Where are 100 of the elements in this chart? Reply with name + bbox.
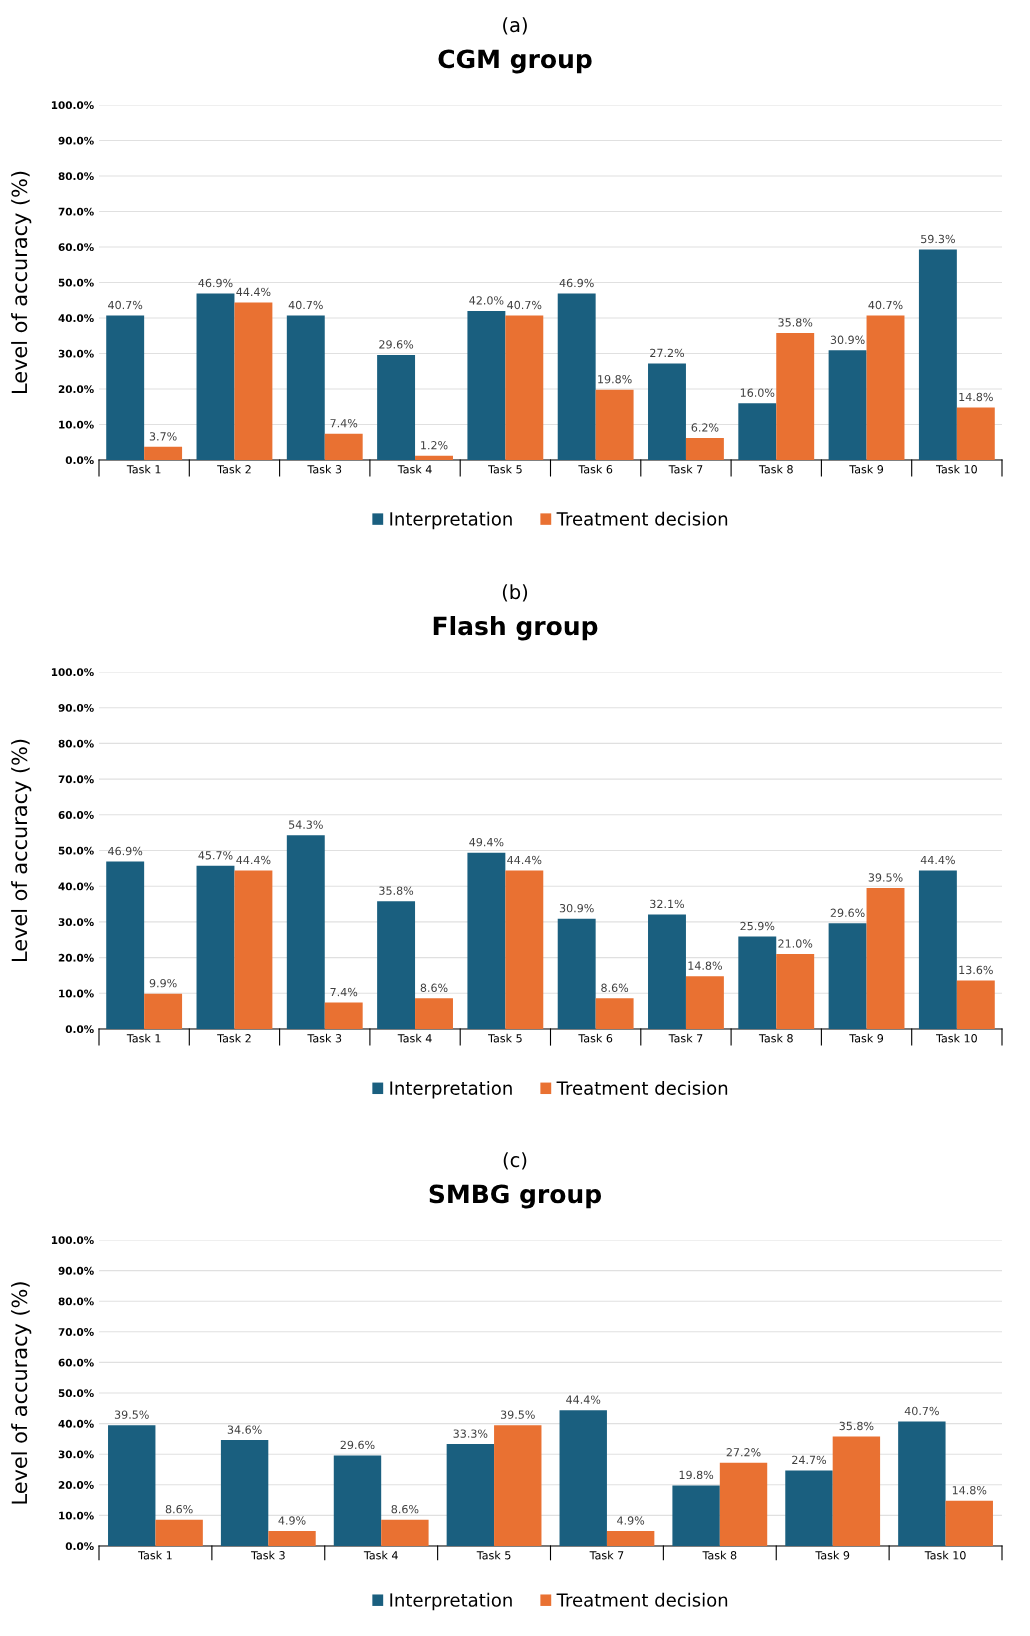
- bar: [776, 954, 815, 1029]
- bar: [898, 1421, 946, 1546]
- bar: [108, 1425, 156, 1546]
- y-tick-label: 100.0%: [51, 668, 94, 677]
- bar: [286, 315, 325, 460]
- text: 30.9%: [830, 335, 865, 344]
- text: 44.4%: [920, 855, 955, 865]
- text: 8.6%: [165, 1504, 193, 1514]
- text: 14.8%: [952, 1485, 987, 1495]
- text: 39.5%: [114, 1410, 149, 1419]
- y-tick-label: 40.0%: [58, 882, 94, 891]
- x-tick-label: Task 9: [849, 464, 884, 474]
- bar: [672, 1485, 720, 1546]
- text: 3.7%: [149, 432, 177, 441]
- x-tick-label: Task 6: [578, 464, 613, 474]
- text: 35.8%: [839, 1421, 874, 1431]
- text: 46.9%: [198, 278, 233, 288]
- bar: [719, 1462, 768, 1546]
- y-tick-label: 80.0%: [58, 1297, 94, 1306]
- y-tick-label: 90.0%: [58, 703, 94, 712]
- x-tick-label: Task 2: [217, 464, 251, 474]
- bar: [220, 1440, 269, 1546]
- x-tick-label: Task 7: [668, 464, 703, 474]
- y-tick-label: 50.0%: [58, 1389, 94, 1398]
- bar: [828, 923, 867, 1029]
- bar: [866, 315, 905, 460]
- text: 6.2%: [691, 423, 719, 432]
- chart-subtitle: (c): [503, 1152, 527, 1170]
- y-tick-label: 20.0%: [58, 953, 94, 962]
- y-tick-label: 10.0%: [59, 989, 94, 998]
- bar: [685, 437, 724, 460]
- text: 29.6%: [379, 340, 414, 349]
- bar: [648, 363, 686, 460]
- bar: [956, 980, 995, 1029]
- bar: [776, 332, 815, 460]
- text: 7.4%: [330, 419, 358, 428]
- chart-title: SMBG group: [429, 1184, 602, 1209]
- y-tick-label: 50.0%: [58, 846, 94, 855]
- bar: [467, 310, 506, 460]
- legend-label: Treatment decision: [556, 511, 728, 526]
- text: 4.9%: [278, 1516, 306, 1525]
- y-tick-label: 90.0%: [58, 136, 94, 145]
- text: 29.6%: [340, 1440, 375, 1450]
- text: 13.6%: [959, 965, 993, 975]
- legend-label: Interpretation: [390, 1080, 512, 1099]
- y-axis-title: Level of accuracy (%): [11, 171, 32, 393]
- legend-label: Treatment decision: [556, 1080, 728, 1095]
- text: 14.8%: [959, 392, 993, 402]
- y-tick-label: 70.0%: [58, 1328, 94, 1336]
- bar: [828, 350, 867, 460]
- bar: [268, 1531, 316, 1546]
- y-tick-label: 30.0%: [58, 918, 94, 927]
- y-axis-title: Level of accuracy (%): [11, 1282, 32, 1504]
- bar: [144, 446, 183, 460]
- bar: [196, 865, 235, 1029]
- text: 34.6%: [227, 1425, 262, 1434]
- x-tick-label: Task 2: [217, 1033, 251, 1043]
- bar: [918, 870, 957, 1029]
- bar: [155, 1519, 203, 1546]
- chart-subtitle: (b): [502, 584, 528, 602]
- y-tick-label: 80.0%: [58, 172, 94, 181]
- bar: [234, 302, 273, 460]
- x-tick-label: Task 4: [397, 1033, 432, 1043]
- text: 25.9%: [740, 921, 775, 931]
- bar: [377, 901, 416, 1029]
- x-tick-label: Task 1: [126, 464, 161, 474]
- bar: [106, 861, 145, 1029]
- bar: [144, 993, 183, 1029]
- bar: [381, 1519, 429, 1546]
- y-tick-label: 90.0%: [58, 1266, 94, 1275]
- bar: [685, 976, 724, 1029]
- text: 40.7%: [507, 300, 542, 310]
- y-tick-label: 70.0%: [58, 207, 94, 216]
- x-tick-label: Task 3: [250, 1550, 285, 1560]
- text: 14.8%: [688, 961, 722, 970]
- text: 46.9%: [108, 846, 143, 856]
- text: 44.4%: [566, 1395, 601, 1404]
- text: 7.4%: [330, 987, 358, 997]
- text: 35.8%: [778, 318, 813, 327]
- text: 33.3%: [453, 1429, 488, 1438]
- bar: [377, 354, 416, 460]
- x-tick-label: Task 7: [589, 1550, 624, 1560]
- x-tick-label: Task 8: [758, 1033, 793, 1043]
- bar: [415, 998, 453, 1029]
- chart-title: CGM group: [438, 49, 592, 74]
- y-tick-label: 0.0%: [65, 1025, 94, 1034]
- x-tick-label: Task 1: [138, 1550, 172, 1560]
- y-tick-label: 30.0%: [58, 349, 94, 358]
- text: 46.9%: [559, 278, 594, 288]
- text: 4.9%: [617, 1516, 645, 1525]
- bar: [557, 918, 596, 1029]
- bar: [234, 870, 273, 1029]
- x-tick-label: Task 5: [488, 464, 522, 474]
- text: 42.0%: [469, 296, 504, 305]
- x-tick-label: Task 10: [935, 1033, 977, 1043]
- bar: [505, 315, 544, 460]
- text: 44.4%: [236, 287, 271, 297]
- x-tick-label: Task 3: [307, 1033, 342, 1043]
- text: 39.5%: [868, 873, 903, 882]
- text: 39.5%: [500, 1410, 535, 1419]
